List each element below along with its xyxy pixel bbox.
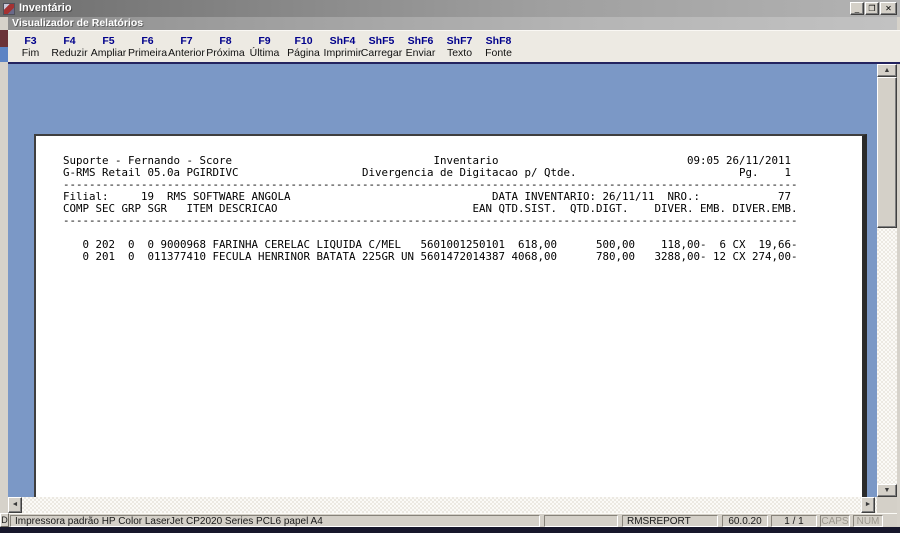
toolbar-item-key: F3	[24, 35, 37, 47]
background-statusbar-fragment: D	[0, 513, 9, 527]
report-line: Filial: 19 RMS SOFTWARE ANGOLA DATA INVE…	[63, 190, 792, 203]
toolbar-item-f4[interactable]: F4 Reduzir	[50, 31, 89, 62]
report-line: 0 201 0 011377410 FECULA HENRINOR BATATA…	[63, 250, 798, 263]
toolbar-item-key: F8	[219, 35, 232, 47]
toolbar-item-label: Carregar	[360, 47, 403, 59]
app-icon	[3, 2, 15, 15]
toolbar-item-f3[interactable]: F3 Fim	[11, 31, 50, 62]
toolbar-item-label: Primeira	[127, 47, 168, 59]
statusbar-caps-indicator: CAPS	[820, 515, 850, 527]
toolbar-item-f5[interactable]: F5 Ampliar	[89, 31, 128, 62]
statusbar-num-indicator: NUM	[853, 515, 883, 527]
scroll-right-button[interactable]: ►	[861, 497, 875, 513]
horizontal-scrollbar[interactable]: ◄ ►	[8, 497, 877, 513]
toolbar-item-shf8[interactable]: ShF8 Fonte	[479, 31, 518, 62]
bottom-dark-strip	[0, 527, 900, 533]
toolbar-item-label: Anterior	[168, 47, 205, 59]
toolbar-item-label: Ampliar	[90, 47, 127, 59]
toolbar-item-label: Página	[287, 47, 320, 59]
child-window-title: Visualizador de Relatórios	[12, 17, 144, 29]
toolbar-item-key: F10	[294, 35, 313, 47]
toolbar-item-key: F5	[102, 35, 115, 47]
report-line: ----------------------------------------…	[63, 214, 798, 227]
background-window-fragment	[0, 30, 8, 47]
toolbar-item-key: ShF5	[368, 35, 395, 47]
toolbar-item-key: ShF6	[407, 35, 434, 47]
scroll-down-button[interactable]: ▼	[877, 484, 897, 497]
vertical-scrollbar[interactable]: ▲ ▼	[877, 64, 897, 497]
statusbar: Impressora padrão HP Color LaserJet CP20…	[8, 513, 897, 528]
restore-button[interactable]: ❐	[865, 2, 879, 15]
toolbar-item-f10[interactable]: F10 Página	[284, 31, 323, 62]
minimize-button[interactable]: _	[850, 2, 864, 15]
statusbar-empty	[544, 515, 618, 527]
toolbar-item-shf6[interactable]: ShF6 Enviar	[401, 31, 440, 62]
toolbar-item-f9[interactable]: F9 Última	[245, 31, 284, 62]
toolbar-item-label: Imprimir	[323, 47, 362, 59]
statusbar-report-name: RMSREPORT	[622, 515, 718, 527]
toolbar-divider	[8, 62, 900, 64]
toolbar-item-label: Texto	[446, 47, 473, 59]
report-line: COMP SEC GRP SGR ITEM DESCRICAO EAN QTD.…	[63, 202, 798, 215]
toolbar-item-shf5[interactable]: ShF5 Carregar	[360, 31, 403, 62]
report-line: 0 202 0 0 9000968 FARINHA CERELAC LIQUID…	[63, 238, 798, 251]
background-window-fragment-blue	[0, 47, 8, 62]
scroll-left-button[interactable]: ◄	[8, 497, 22, 513]
toolbar-item-key: F7	[180, 35, 193, 47]
toolbar: F3 Fim F4 Reduzir F5 Ampliar F6 Primeira F7 Anter…	[8, 30, 900, 62]
report-viewer-area: Suporte - Fernando - Score Inventario 09…	[8, 64, 877, 533]
toolbar-item-f6[interactable]: F6 Primeira	[128, 31, 167, 62]
report-page: Suporte - Fernando - Score Inventario 09…	[34, 134, 867, 533]
child-window-titlebar: Visualizador de Relatórios	[8, 17, 897, 30]
report-line: G-RMS Retail 05.0a PGIRDIVC Divergencia …	[63, 166, 792, 179]
toolbar-item-f7[interactable]: F7 Anterior	[167, 31, 206, 62]
vertical-scrollbar-thumb[interactable]	[877, 77, 897, 228]
toolbar-item-label: Última	[249, 47, 280, 59]
toolbar-item-label: Reduzir	[51, 47, 88, 59]
report-line: ----------------------------------------…	[63, 178, 798, 191]
statusbar-page-count: 1 / 1	[771, 515, 817, 527]
report-body: Suporte - Fernando - Score Inventario 09…	[63, 155, 798, 263]
close-button[interactable]: ✕	[880, 2, 897, 15]
scrollbar-corner	[877, 497, 897, 513]
window-title: Inventário	[19, 2, 72, 14]
toolbar-item-f8[interactable]: F8 Próxima	[206, 31, 245, 62]
toolbar-item-label: Fonte	[485, 47, 512, 59]
toolbar-item-key: ShF4	[329, 35, 356, 47]
toolbar-item-shf7[interactable]: ShF7 Texto	[440, 31, 479, 62]
toolbar-item-label: Próxima	[206, 47, 245, 59]
statusbar-version: 60.0.20	[722, 515, 768, 527]
scroll-up-button[interactable]: ▲	[877, 64, 897, 77]
toolbar-item-key: ShF7	[446, 35, 473, 47]
toolbar-item-label: Enviar	[405, 47, 436, 59]
toolbar-item-key: F6	[141, 35, 154, 47]
toolbar-item-shf4[interactable]: ShF4 Imprimir	[323, 31, 362, 62]
toolbar-item-key: F4	[63, 35, 76, 47]
window-titlebar: Inventário	[0, 0, 900, 17]
report-line: Suporte - Fernando - Score Inventario 09…	[63, 154, 792, 167]
statusbar-printer: Impressora padrão HP Color LaserJet CP20…	[10, 515, 540, 527]
toolbar-item-label: Fim	[21, 47, 40, 59]
toolbar-item-key: ShF8	[485, 35, 512, 47]
toolbar-item-key: F9	[258, 35, 271, 47]
